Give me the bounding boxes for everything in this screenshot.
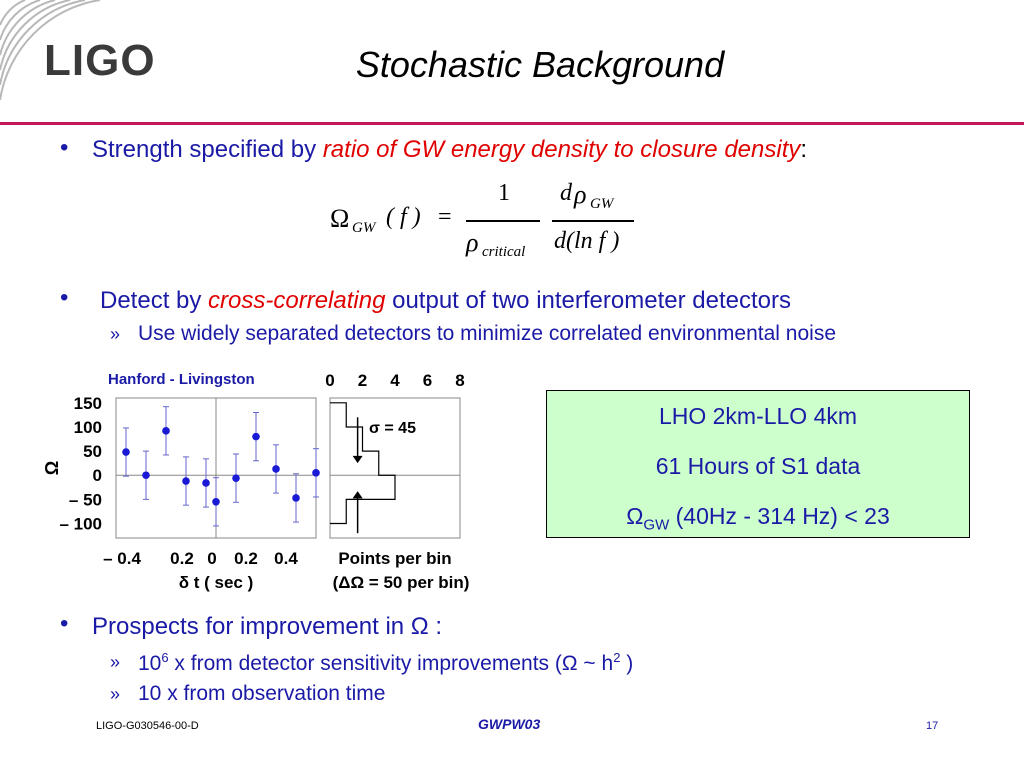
cross-correlation-figure: Hanford - Livingston 150 100 50 0 – 50 – 100 Ω –… — [42, 371, 469, 592]
eq-frac2-den: d(ln f ) — [554, 228, 620, 254]
bullet-1-colon: : — [800, 136, 808, 163]
eq-frac1-bar — [466, 220, 540, 222]
sub-3b-glyph: » — [110, 684, 121, 704]
logo-arcs — [0, 0, 101, 101]
scatter-title: Hanford - Livingston — [108, 371, 255, 388]
histogram-xtick-label: 2 — [358, 371, 367, 390]
histogram-xtick-label: 8 — [455, 371, 464, 390]
bullet-1-glyph: • — [60, 134, 69, 161]
box-line-2: 61 Hours of S1 data — [655, 453, 861, 479]
scatter-xtick-label: 0.4 — [274, 549, 298, 568]
title-divider — [0, 122, 1024, 125]
bullet-2-rest: output of two interferometer detectors — [385, 287, 791, 314]
ligo-logo: LIGO — [0, 0, 170, 110]
data-point — [252, 432, 260, 441]
box-line-1: LHO 2km-LLO 4km — [658, 403, 858, 429]
page-number: 17 — [926, 720, 939, 732]
histogram-frame — [329, 397, 461, 539]
bullet-2-emphasis: cross-correlating — [208, 287, 386, 314]
data-point — [212, 497, 220, 506]
scatter-ytick-label: – 50 — [69, 490, 102, 509]
data-point — [202, 479, 210, 487]
scatter-ytick-label: 0 — [93, 466, 102, 485]
bullet-1-text: Strength specified by — [92, 136, 323, 163]
omega-equation: Ω GW ( f ) = 1 ρ critical d ρ GW d(ln f … — [330, 178, 650, 268]
bullet-3-sub-2: 10 x from observation time — [138, 682, 386, 705]
sub-1-exp2: 2 — [613, 650, 621, 665]
bullet-1: Strength specified by ratio of GW energy… — [92, 136, 807, 164]
data-point — [122, 448, 130, 456]
eq-frac2-d: d — [560, 180, 572, 206]
scatter-xtick-label: – 0.4 — [103, 549, 141, 568]
bullet-2-text: Detect by — [100, 287, 209, 314]
slide-title: Stochastic Background — [355, 44, 725, 85]
data-point — [272, 465, 280, 473]
bullet-3: Prospects for improvement in Ω : — [92, 613, 443, 640]
bullet-2-glyph: • — [60, 284, 69, 311]
data-point — [312, 469, 320, 477]
data-point — [142, 471, 150, 480]
scatter-ylabel: Ω — [42, 461, 62, 475]
scatter-xtick-label: 0.2 — [170, 549, 194, 568]
eq-frac2-rho: ρ — [574, 180, 587, 209]
bullet-3-glyph: • — [60, 610, 69, 637]
histogram-plot: 0 2 4 6 8 σ = 45 Points per bin (ΔΩ = 50 per bi… — [325, 371, 469, 592]
sigma-arrowhead-top — [352, 455, 363, 464]
data-point — [182, 477, 190, 485]
sub-1-base: 10 — [138, 652, 162, 675]
sub-1-mid: x from detector sensitivity improvements… — [168, 652, 614, 675]
data-point — [232, 474, 240, 482]
scatter-ytick-label: 150 — [74, 394, 102, 413]
eq-omega-sub: GW — [352, 220, 376, 236]
bullet-2: Detect by cross-correlating output of tw… — [100, 287, 791, 315]
scatter-xtick-label: 0.2 — [234, 549, 258, 568]
results-box: LHO 2km-LLO 4km 61 Hours of S1 data ΩGW … — [546, 390, 970, 538]
sub-3a-glyph: » — [110, 652, 121, 672]
sub-1-exp: 6 — [161, 650, 169, 665]
eq-frac2-bar — [552, 220, 634, 222]
eq-arg: ( f ) — [386, 204, 421, 230]
scatter-ytick-label: 50 — [83, 442, 102, 461]
footer-conference: GWPW03 — [478, 716, 541, 732]
histogram-xlabel: Points per bin — [338, 549, 451, 568]
box-omega: Ω — [626, 503, 644, 529]
footer-doc-id: LIGO-G030546-00-D — [96, 720, 199, 732]
histogram-outline — [330, 402, 396, 525]
sub-1-end: ) — [620, 652, 634, 675]
box-limit: (40Hz - 314 Hz) < 23 — [669, 503, 890, 529]
sigma-arrowhead-bottom — [352, 491, 363, 499]
box-line-3: ΩGW (40Hz - 314 Hz) < 23 — [547, 503, 969, 534]
logo-text: LIGO — [44, 36, 156, 85]
bullet-1-emphasis: ratio of GW energy density to closure de… — [322, 136, 801, 163]
histogram-xtick-label: 4 — [390, 371, 400, 390]
scatter-xtick-label: 0 — [207, 549, 216, 568]
eq-frac1-sub: critical — [482, 244, 526, 260]
eq-frac1-rho: ρ — [466, 228, 479, 257]
histogram-xtick-label: 0 — [325, 371, 334, 390]
sigma-annotation: σ = 45 — [369, 420, 416, 437]
eq-frac1-num: 1 — [498, 180, 510, 206]
histogram-xtick-label: 6 — [423, 371, 432, 390]
data-point — [292, 494, 300, 502]
scatter-xlabel: δ t ( sec ) — [179, 573, 254, 592]
bullet-3-sub-1: 106 x from detector sensitivity improvem… — [138, 650, 633, 676]
scatter-ytick-label: 100 — [74, 418, 102, 437]
eq-omega: Ω — [330, 204, 350, 233]
scatter-ytick-label: – 100 — [59, 515, 102, 534]
box-omega-sub: GW — [643, 516, 670, 534]
eq-frac2-sub: GW — [590, 196, 614, 212]
bullet-2-sub: Use widely separated detectors to minimi… — [138, 322, 837, 345]
histogram-xlabel-2: (ΔΩ = 50 per bin) — [333, 573, 470, 592]
eq-equals: = — [438, 204, 452, 230]
scatter-plot: Hanford - Livingston 150 100 50 0 – 50 – 100 Ω –… — [42, 371, 320, 592]
data-point — [162, 427, 170, 435]
sub-2-glyph: » — [110, 324, 121, 344]
